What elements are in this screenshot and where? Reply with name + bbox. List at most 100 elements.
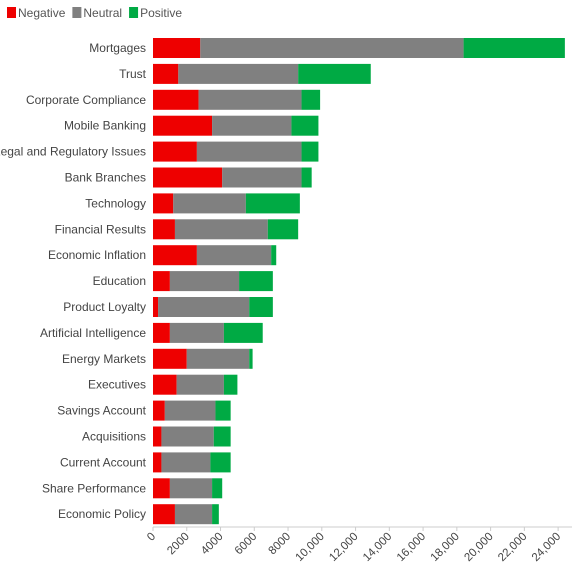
legend: Negative Neutral Positive — [7, 6, 182, 20]
bar-artificial-intelligence-negative — [153, 322, 170, 343]
category-label-bank-branches: Bank Branches — [65, 171, 146, 185]
bar-product-loyalty-negative — [153, 297, 159, 317]
bar-current-account-negative — [153, 452, 162, 473]
category-label-technology: Technology — [85, 196, 146, 210]
x-tick-label: 4000 — [199, 531, 226, 558]
category-label-artificial-intelligence: Artificial Intelligence — [40, 326, 146, 340]
legend-swatch-neutral — [72, 7, 82, 18]
bar-legal-and-regulatory-issues-positive — [301, 141, 319, 162]
bar-financial-results-positive — [267, 219, 299, 240]
bar-economic-inflation-positive — [271, 245, 277, 266]
legend-label-positive: Positive — [140, 6, 182, 20]
legend-swatch-negative — [7, 7, 16, 18]
bar-mobile-banking-neutral — [212, 115, 292, 136]
bar-financial-results-neutral — [174, 219, 268, 240]
x-tick-label: 22,000 — [496, 531, 529, 564]
bar-share-performance-positive — [212, 478, 223, 499]
bar-bank-branches-positive — [301, 167, 312, 188]
bar-product-loyalty-positive — [249, 297, 273, 317]
bar-corporate-compliance-negative — [153, 89, 199, 110]
category-label-product-loyalty: Product Loyalty — [63, 300, 146, 314]
category-label-current-account: Current Account — [60, 455, 147, 469]
bar-economic-inflation-negative — [153, 245, 197, 266]
bar-mortgages-negative — [153, 38, 201, 58]
bar-product-loyalty-neutral — [158, 297, 250, 317]
x-tick-label: 14,000 — [361, 531, 394, 564]
category-label-share-performance: Share Performance — [42, 481, 146, 495]
bar-savings-account-negative — [153, 400, 165, 421]
bar-mobile-banking-negative — [153, 115, 213, 136]
bar-corporate-compliance-neutral — [198, 89, 302, 110]
bar-savings-account-neutral — [164, 400, 216, 421]
legend-label-negative: Negative — [18, 6, 66, 20]
bar-corporate-compliance-positive — [301, 89, 321, 110]
bar-economic-policy-neutral — [174, 504, 213, 525]
bar-mortgages-positive — [463, 38, 565, 58]
category-label-corporate-compliance: Corporate Compliance — [26, 93, 146, 107]
x-tick-label: 6000 — [233, 531, 260, 558]
bar-energy-markets-negative — [153, 348, 187, 369]
bar-mortgages-neutral — [200, 38, 464, 58]
x-tick-label: 16,000 — [395, 531, 428, 564]
x-tick-label: 18,000 — [429, 531, 462, 564]
legend-label-neutral: Neutral — [83, 6, 122, 20]
bar-education-negative — [153, 271, 170, 292]
bar-executives-negative — [153, 374, 177, 395]
x-tick-label: 24,000 — [530, 531, 563, 564]
bar-artificial-intelligence-neutral — [169, 322, 224, 343]
bar-education-positive — [239, 271, 273, 292]
bar-share-performance-negative — [153, 478, 170, 499]
bar-legal-and-regulatory-issues-negative — [153, 141, 197, 162]
bar-bank-branches-neutral — [222, 167, 302, 188]
bar-current-account-positive — [210, 452, 231, 473]
bar-executives-positive — [223, 374, 238, 395]
bar-legal-and-regulatory-issues-neutral — [196, 141, 302, 162]
category-label-legal-and-regulatory-issues: Legal and Regulatory Issues — [0, 145, 146, 159]
bar-trust-neutral — [178, 63, 299, 84]
bar-acquisitions-negative — [153, 426, 162, 447]
bar-bank-branches-negative — [153, 167, 223, 188]
bar-economic-policy-negative — [153, 504, 175, 525]
bar-education-neutral — [169, 271, 240, 292]
bar-financial-results-negative — [153, 219, 175, 240]
x-tick-label: 10,000 — [294, 531, 327, 564]
bar-executives-neutral — [176, 374, 224, 395]
bar-acquisitions-positive — [213, 426, 231, 447]
bar-savings-account-positive — [215, 400, 231, 421]
bar-energy-markets-positive — [249, 348, 253, 369]
category-label-acquisitions: Acquisitions — [82, 430, 146, 444]
category-label-economic-policy: Economic Policy — [58, 507, 146, 521]
category-label-mobile-banking: Mobile Banking — [64, 119, 146, 133]
bar-technology-positive — [245, 193, 300, 214]
bars — [153, 38, 565, 525]
category-label-economic-inflation: Economic Inflation — [48, 248, 146, 262]
category-label-education: Education — [93, 274, 146, 288]
bar-current-account-neutral — [161, 452, 211, 473]
x-tick-label: 20,000 — [462, 531, 495, 564]
bar-trust-positive — [298, 63, 371, 84]
x-tick-label: 0 — [145, 531, 158, 544]
bar-technology-negative — [153, 193, 174, 214]
x-tick-label: 2000 — [165, 531, 192, 558]
bar-artificial-intelligence-positive — [223, 322, 263, 343]
category-label-energy-markets: Energy Markets — [62, 352, 146, 366]
bar-trust-negative — [153, 63, 179, 84]
category-label-trust: Trust — [119, 67, 147, 81]
bar-economic-inflation-neutral — [196, 245, 272, 266]
x-axis: 0 2000 4000 6000 8000 10,000 12,000 14,000 16,00… — [145, 526, 572, 564]
legend-swatch-positive — [129, 7, 139, 18]
bar-acquisitions-neutral — [161, 426, 214, 447]
category-label-executives: Executives — [88, 378, 146, 392]
bar-economic-policy-positive — [212, 504, 219, 525]
bar-mobile-banking-positive — [291, 115, 319, 136]
x-tick-label: 12,000 — [327, 531, 360, 564]
category-label-mortgages: Mortgages — [89, 41, 146, 55]
bar-energy-markets-neutral — [186, 348, 250, 369]
category-label-financial-results: Financial Results — [55, 222, 146, 236]
category-labels: Mortgages Trust Corporate Compliance Mobile… — [0, 41, 147, 521]
category-label-savings-account: Savings Account — [57, 404, 146, 418]
bar-technology-neutral — [173, 193, 246, 214]
x-tick-label: 8000 — [267, 531, 294, 558]
bar-share-performance-neutral — [169, 478, 213, 499]
